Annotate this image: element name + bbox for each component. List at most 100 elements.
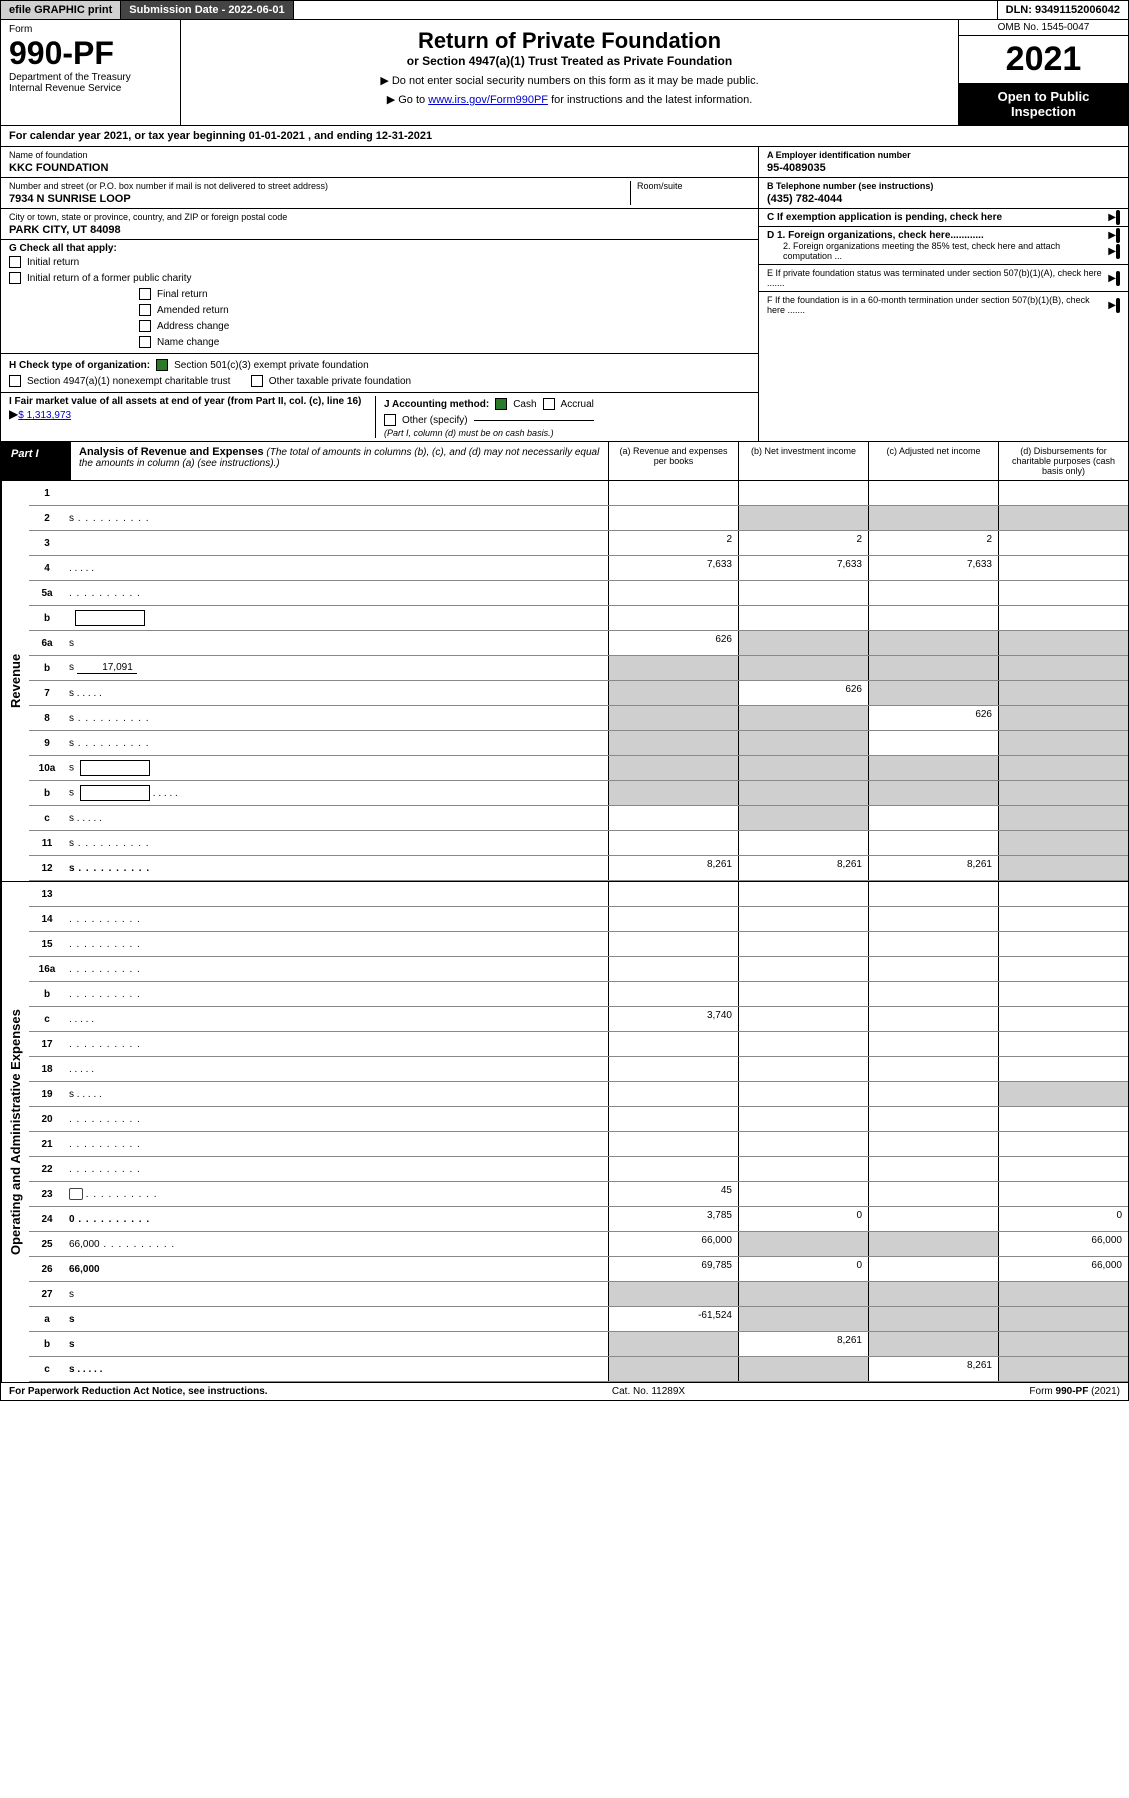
- table-row: 6as626: [29, 631, 1128, 656]
- table-row: 10as: [29, 756, 1128, 781]
- initial-former-checkbox[interactable]: [9, 272, 21, 284]
- address-change-checkbox[interactable]: [139, 320, 151, 332]
- dln-number: DLN: 93491152006042: [997, 1, 1128, 19]
- table-row: 7s626: [29, 681, 1128, 706]
- table-row: 21: [29, 1132, 1128, 1157]
- table-row: 23 45: [29, 1182, 1128, 1207]
- table-row: b: [29, 606, 1128, 631]
- tax-year: 2021: [959, 36, 1128, 83]
- table-row: 19s: [29, 1082, 1128, 1107]
- entity-info: Name of foundation KKC FOUNDATION Number…: [0, 147, 1129, 442]
- name-label: Name of foundation: [9, 150, 750, 160]
- table-row: cs8,261: [29, 1357, 1128, 1382]
- initial-return-checkbox[interactable]: [9, 256, 21, 268]
- section-e-label: E If private foundation status was termi…: [767, 268, 1108, 288]
- section-h: H Check type of organization: Section 50…: [1, 354, 758, 393]
- 4947-checkbox[interactable]: [9, 375, 21, 387]
- open-public-badge: Open to Public Inspection: [959, 83, 1128, 125]
- table-row: bs8,261: [29, 1332, 1128, 1357]
- city-label: City or town, state or province, country…: [9, 212, 750, 222]
- attachment-icon[interactable]: [69, 1188, 83, 1200]
- table-row: 16a: [29, 957, 1128, 982]
- col-c-header: (c) Adjusted net income: [868, 442, 998, 480]
- form-ref: Form 990-PF (2021): [1029, 1386, 1120, 1397]
- table-row: 47,6337,6337,633: [29, 556, 1128, 581]
- submission-date: Submission Date - 2022-06-01: [121, 1, 293, 19]
- col-b-header: (b) Net investment income: [738, 442, 868, 480]
- table-row: 20: [29, 1107, 1128, 1132]
- foundation-name: KKC FOUNDATION: [9, 162, 750, 174]
- table-row: 2403,78500: [29, 1207, 1128, 1232]
- paperwork-notice: For Paperwork Reduction Act Notice, see …: [9, 1386, 268, 1397]
- table-row: cs: [29, 806, 1128, 831]
- table-row: 12s8,2618,2618,261: [29, 856, 1128, 881]
- top-bar: efile GRAPHIC print Submission Date - 20…: [0, 0, 1129, 20]
- address-label: Number and street (or P.O. box number if…: [9, 181, 630, 191]
- table-row: bs 17,091: [29, 656, 1128, 681]
- table-row: 3222: [29, 531, 1128, 556]
- efile-print-button[interactable]: efile GRAPHIC print: [1, 1, 121, 19]
- exemption-pending-checkbox[interactable]: [1116, 210, 1120, 225]
- calendar-year-line: For calendar year 2021, or tax year begi…: [0, 126, 1129, 147]
- 501c3-checkbox[interactable]: [156, 359, 168, 371]
- col-a-header: (a) Revenue and expenses per books: [608, 442, 738, 480]
- revenue-section: Revenue 12s322247,6337,6337,6335ab6as626…: [0, 481, 1129, 882]
- accrual-checkbox[interactable]: [543, 398, 555, 410]
- room-label: Room/suite: [637, 181, 750, 191]
- part-1-label: Part I: [1, 442, 71, 480]
- ein-value: 95-4089035: [767, 162, 1120, 174]
- 60-month-checkbox[interactable]: [1116, 298, 1120, 313]
- table-row: 5a: [29, 581, 1128, 606]
- table-row: 2s: [29, 506, 1128, 531]
- form-number: 990-PF: [9, 35, 172, 72]
- table-row: 18: [29, 1057, 1128, 1082]
- status-terminated-checkbox[interactable]: [1116, 271, 1120, 286]
- table-row: as-61,524: [29, 1307, 1128, 1332]
- omb-number: OMB No. 1545-0047: [959, 20, 1128, 36]
- dept-treasury: Department of the Treasury: [9, 72, 172, 83]
- cash-basis-note: (Part I, column (d) must be on cash basi…: [384, 428, 750, 438]
- table-row: 2566,00066,00066,000: [29, 1232, 1128, 1257]
- form-title: Return of Private Foundation: [189, 28, 950, 54]
- table-row: 15: [29, 932, 1128, 957]
- irs-label: Internal Revenue Service: [9, 83, 172, 94]
- revenue-side-label: Revenue: [1, 481, 29, 881]
- part-1-header: Part I Analysis of Revenue and Expenses …: [0, 442, 1129, 481]
- table-row: 1: [29, 481, 1128, 506]
- page-footer: For Paperwork Reduction Act Notice, see …: [0, 1383, 1129, 1401]
- table-row: b: [29, 982, 1128, 1007]
- foreign-85-checkbox[interactable]: [1116, 244, 1120, 259]
- section-g: G Check all that apply: Initial return I…: [1, 240, 758, 354]
- other-taxable-checkbox[interactable]: [251, 375, 263, 387]
- other-method-checkbox[interactable]: [384, 414, 396, 426]
- final-return-checkbox[interactable]: [139, 288, 151, 300]
- table-row: 13: [29, 882, 1128, 907]
- table-row: 9s: [29, 731, 1128, 756]
- catalog-number: Cat. No. 11289X: [612, 1386, 685, 1397]
- cash-checkbox[interactable]: [495, 398, 507, 410]
- table-row: 2666,00069,785066,000: [29, 1257, 1128, 1282]
- form-word: Form: [9, 24, 172, 35]
- table-row: 8s626: [29, 706, 1128, 731]
- ein-label: A Employer identification number: [767, 150, 1120, 160]
- table-row: c3,740: [29, 1007, 1128, 1032]
- telephone-value: (435) 782-4044: [767, 193, 1120, 205]
- instruction-2: ▶ Go to www.irs.gov/Form990PF for instru…: [189, 93, 950, 106]
- amended-return-checkbox[interactable]: [139, 304, 151, 316]
- name-change-checkbox[interactable]: [139, 336, 151, 348]
- expenses-side-label: Operating and Administrative Expenses: [1, 882, 29, 1382]
- table-row: 11s: [29, 831, 1128, 856]
- section-f-label: F If the foundation is in a 60-month ter…: [767, 295, 1108, 315]
- table-row: 14: [29, 907, 1128, 932]
- irs-link[interactable]: www.irs.gov/Form990PF: [428, 94, 548, 106]
- address-value: 7934 N SUNRISE LOOP: [9, 193, 630, 205]
- expenses-section: Operating and Administrative Expenses 13…: [0, 882, 1129, 1383]
- section-c-label: C If exemption application is pending, c…: [767, 212, 1002, 223]
- fmv-value: $ 1,313,973: [18, 410, 71, 421]
- table-row: bs: [29, 781, 1128, 806]
- form-header: Form 990-PF Department of the Treasury I…: [0, 20, 1129, 126]
- form-subtitle: or Section 4947(a)(1) Trust Treated as P…: [189, 54, 950, 68]
- col-d-header: (d) Disbursements for charitable purpose…: [998, 442, 1128, 480]
- instruction-1: ▶ Do not enter social security numbers o…: [189, 74, 950, 87]
- foreign-org-checkbox[interactable]: [1116, 228, 1120, 243]
